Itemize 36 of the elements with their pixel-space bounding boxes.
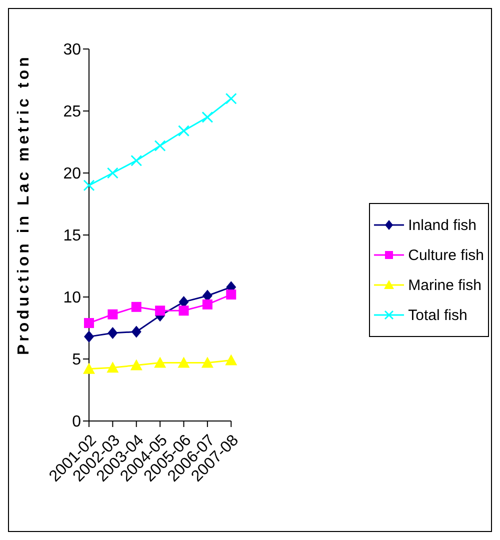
- point: [108, 309, 118, 320]
- y-tick-label: 0: [72, 414, 82, 431]
- point: [130, 359, 142, 370]
- y-tick-label: 30: [63, 42, 82, 59]
- point: [84, 330, 94, 343]
- y-tick-label: 15: [63, 228, 82, 245]
- point: [178, 125, 190, 137]
- point: [106, 362, 119, 373]
- point: [84, 318, 94, 328]
- point: [225, 354, 238, 366]
- point: [155, 306, 166, 316]
- point: [201, 356, 214, 368]
- point: [202, 111, 214, 123]
- point: [154, 140, 166, 152]
- point: [226, 290, 236, 300]
- point: [225, 92, 237, 104]
- point: [178, 306, 189, 316]
- y-tick-label: 25: [63, 104, 82, 121]
- point: [131, 326, 142, 338]
- point: [83, 362, 95, 374]
- point: [178, 356, 190, 368]
- point: [131, 302, 142, 312]
- point: [106, 167, 118, 179]
- point: [202, 299, 212, 310]
- legend-label: Inland fish: [408, 216, 477, 234]
- point: [130, 154, 142, 166]
- y-tick-label: 20: [63, 166, 82, 183]
- y-axis-title: Production in Lac metric ton: [16, 54, 33, 355]
- point: [108, 326, 118, 339]
- y-tick-label: 10: [63, 290, 82, 307]
- point: [83, 180, 95, 192]
- legend-label: Culture fish: [408, 246, 484, 264]
- point: [154, 356, 166, 368]
- legend-label: Total fish: [408, 306, 468, 324]
- y-tick-label: 5: [72, 352, 82, 369]
- legend-label: Marine fish: [408, 276, 482, 294]
